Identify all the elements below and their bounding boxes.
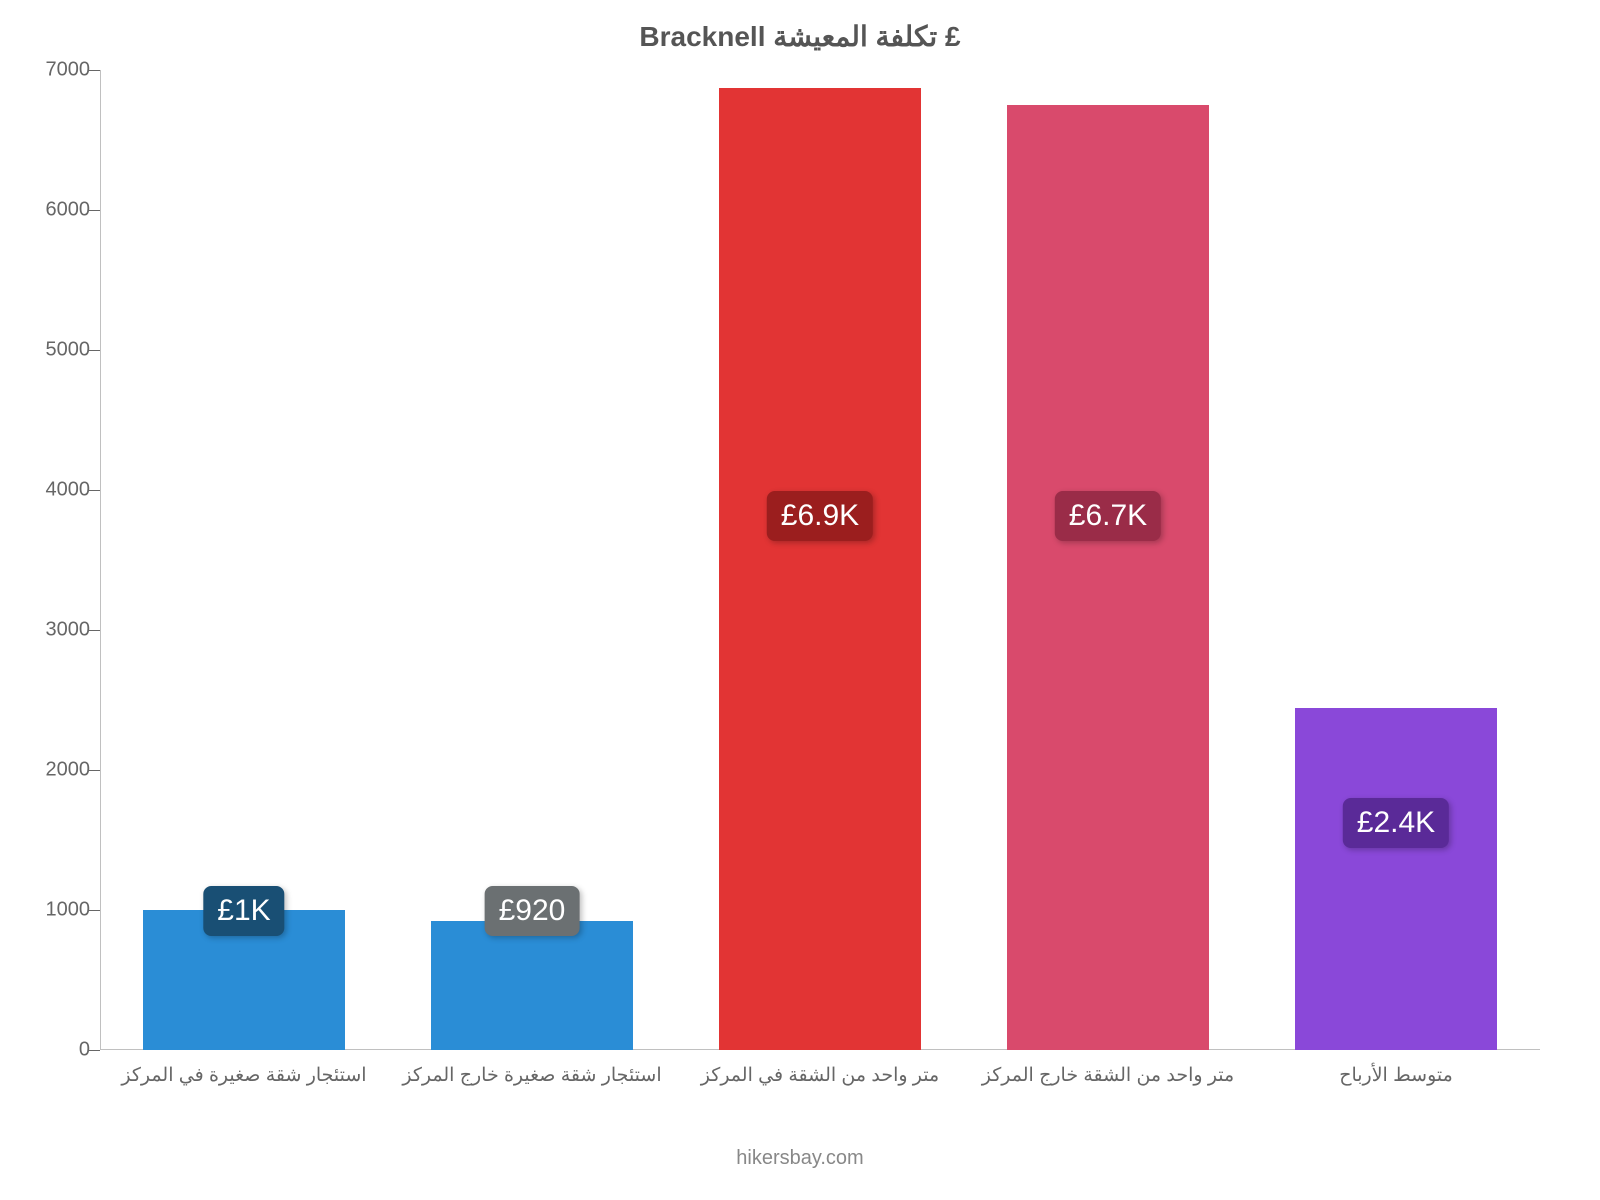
value-label: £920 [485,886,580,936]
x-category-label: استئجار شقة صغيرة في المركز [121,1064,366,1087]
y-tick-label: 4000 [46,479,91,502]
y-tick-label: 1000 [46,899,91,922]
chart-footer: hikersbay.com [0,1147,1600,1170]
x-category-label: استئجار شقة صغيرة خارج المركز [402,1064,661,1087]
y-tick-label: 3000 [46,619,91,642]
y-tick-label: 5000 [46,339,91,362]
chart-title: £ تكلفة المعيشة Bracknell [0,20,1600,53]
bar [431,921,633,1050]
y-tick-label: 0 [79,1039,90,1062]
value-label: £2.4K [1343,798,1449,848]
bar [719,88,921,1050]
y-tick-label: 2000 [46,759,91,782]
x-category-label: متر واحد من الشقة خارج المركز [982,1064,1234,1087]
bar [1295,708,1497,1050]
y-tick-label: 6000 [46,199,91,222]
bars-layer: £1K £920 £6.9K £6.7K £2.4K [100,70,1540,1050]
chart-container: £ تكلفة المعيشة Bracknell £1K £920 £6.9K £6… [0,0,1600,1200]
value-label: £6.9K [767,491,873,541]
plot-area: £1K£920£6.9K£6.7K£2.4K 01000200030004000… [100,70,1540,1050]
value-label: £1K [203,886,284,936]
y-tick-label: 7000 [46,59,91,82]
bar [1007,105,1209,1050]
x-category-label: متر واحد من الشقة في المركز [701,1064,939,1087]
value-label: £6.7K [1055,491,1161,541]
x-category-label: متوسط الأرباح [1339,1064,1453,1087]
